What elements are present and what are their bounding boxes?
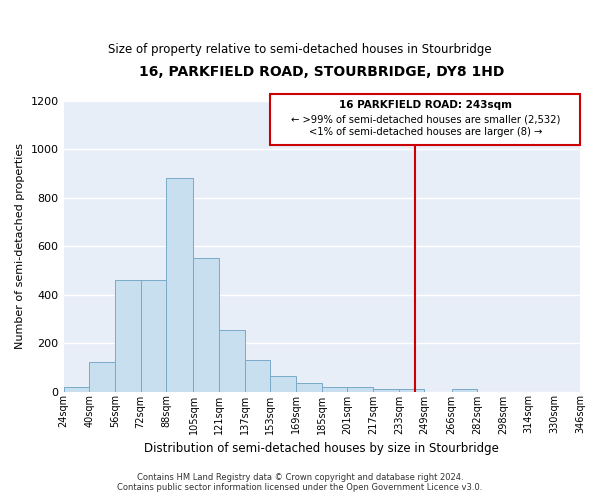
X-axis label: Distribution of semi-detached houses by size in Stourbridge: Distribution of semi-detached houses by … bbox=[145, 442, 499, 455]
Text: ← >99% of semi-detached houses are smaller (2,532): ← >99% of semi-detached houses are small… bbox=[290, 114, 560, 124]
Bar bbox=[166, 178, 193, 392]
Bar bbox=[245, 360, 271, 392]
Text: Contains HM Land Registry data © Crown copyright and database right 2024.
Contai: Contains HM Land Registry data © Crown c… bbox=[118, 473, 482, 492]
Bar bbox=[140, 280, 166, 392]
Text: <1% of semi-detached houses are larger (8) →: <1% of semi-detached houses are larger (… bbox=[308, 128, 542, 138]
Bar bbox=[64, 387, 89, 392]
Y-axis label: Number of semi-detached properties: Number of semi-detached properties bbox=[15, 144, 25, 350]
Text: 16 PARKFIELD ROAD: 243sqm: 16 PARKFIELD ROAD: 243sqm bbox=[339, 100, 512, 110]
Bar bbox=[347, 386, 373, 392]
Bar bbox=[399, 389, 424, 392]
Bar bbox=[89, 362, 115, 392]
Bar bbox=[296, 383, 322, 392]
Text: Size of property relative to semi-detached houses in Stourbridge: Size of property relative to semi-detach… bbox=[108, 42, 492, 56]
FancyBboxPatch shape bbox=[271, 94, 580, 144]
Bar bbox=[322, 386, 347, 392]
Bar bbox=[115, 280, 140, 392]
Bar bbox=[452, 389, 478, 392]
Bar bbox=[373, 389, 399, 392]
Bar bbox=[193, 258, 219, 392]
Bar bbox=[219, 330, 245, 392]
Title: 16, PARKFIELD ROAD, STOURBRIDGE, DY8 1HD: 16, PARKFIELD ROAD, STOURBRIDGE, DY8 1HD bbox=[139, 65, 505, 79]
Bar bbox=[271, 376, 296, 392]
